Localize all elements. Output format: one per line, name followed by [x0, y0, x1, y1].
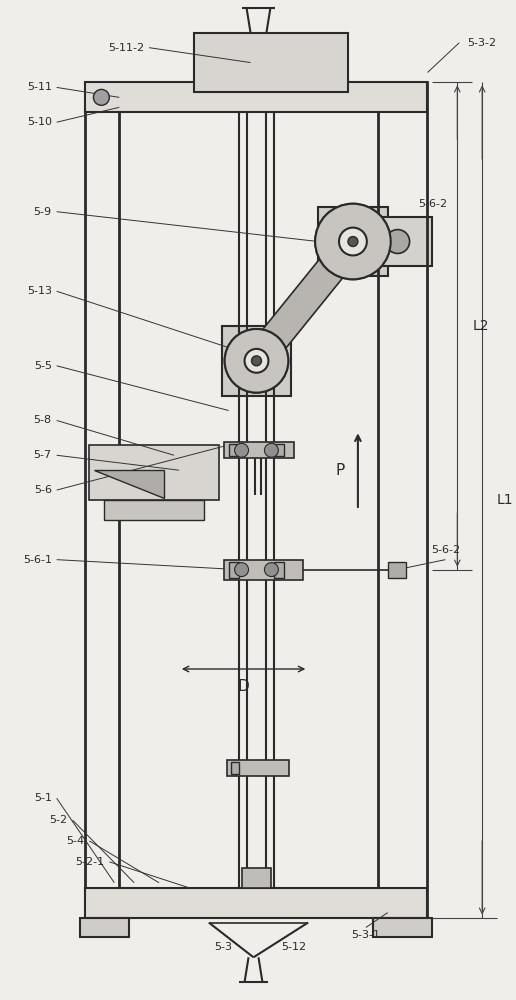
Text: 5-13: 5-13 [27, 286, 52, 296]
Circle shape [235, 443, 249, 457]
Bar [223, 442, 294, 458]
Text: 5-6-2: 5-6-2 [418, 199, 447, 209]
Circle shape [315, 204, 391, 279]
Text: 5-3: 5-3 [215, 942, 233, 952]
Bar [318, 207, 388, 276]
Circle shape [251, 356, 262, 366]
Text: D: D [238, 679, 249, 694]
Bar [378, 82, 427, 918]
Text: 5-7: 5-7 [34, 450, 52, 460]
Bar [275, 562, 284, 578]
Text: P: P [335, 463, 345, 478]
Text: 5-8: 5-8 [34, 415, 52, 425]
Bar [85, 82, 427, 112]
Circle shape [235, 563, 249, 577]
Text: 5-6-1: 5-6-1 [23, 555, 52, 565]
Text: 5-11-2: 5-11-2 [108, 43, 144, 53]
Bar [229, 444, 238, 456]
Circle shape [224, 329, 288, 393]
Bar [227, 760, 289, 776]
Bar [229, 562, 238, 578]
Text: 5-10: 5-10 [27, 117, 52, 127]
Circle shape [348, 237, 358, 246]
Bar [388, 562, 406, 578]
Polygon shape [245, 232, 364, 370]
Polygon shape [94, 470, 164, 498]
Circle shape [339, 228, 367, 255]
Bar [373, 918, 432, 937]
Bar [194, 33, 348, 92]
Circle shape [264, 563, 278, 577]
Bar [373, 217, 432, 266]
Text: 5-3-1: 5-3-1 [351, 930, 380, 940]
Circle shape [93, 89, 109, 105]
Circle shape [386, 230, 410, 253]
Bar [104, 500, 204, 520]
Circle shape [348, 237, 358, 246]
Text: 5-6: 5-6 [34, 485, 52, 495]
Bar [223, 560, 303, 580]
Bar [89, 445, 219, 500]
Bar [275, 444, 284, 456]
Bar [79, 918, 129, 937]
Text: 5-2: 5-2 [50, 815, 68, 825]
Circle shape [245, 349, 268, 373]
Bar [85, 888, 427, 918]
Bar [266, 87, 275, 913]
Text: 5-12: 5-12 [281, 942, 306, 952]
Text: L1: L1 [497, 493, 514, 507]
Text: 5-1: 5-1 [34, 793, 52, 803]
Text: L2: L2 [472, 319, 489, 333]
Circle shape [224, 329, 288, 393]
Bar [85, 82, 119, 918]
Bar [238, 87, 247, 913]
Bar [241, 868, 271, 888]
Text: 5-9: 5-9 [34, 207, 52, 217]
Circle shape [251, 356, 262, 366]
Bar [231, 762, 238, 774]
Bar [222, 326, 292, 396]
Circle shape [315, 204, 391, 279]
Circle shape [245, 349, 268, 373]
Text: 5-11: 5-11 [27, 82, 52, 92]
Text: 5-3-2: 5-3-2 [467, 38, 496, 48]
Circle shape [264, 443, 278, 457]
Text: 5-6-2: 5-6-2 [431, 545, 460, 555]
Circle shape [339, 228, 367, 255]
Text: 5-4: 5-4 [67, 836, 85, 846]
Text: 5-2-1: 5-2-1 [75, 857, 104, 867]
Text: 5-5: 5-5 [34, 361, 52, 371]
